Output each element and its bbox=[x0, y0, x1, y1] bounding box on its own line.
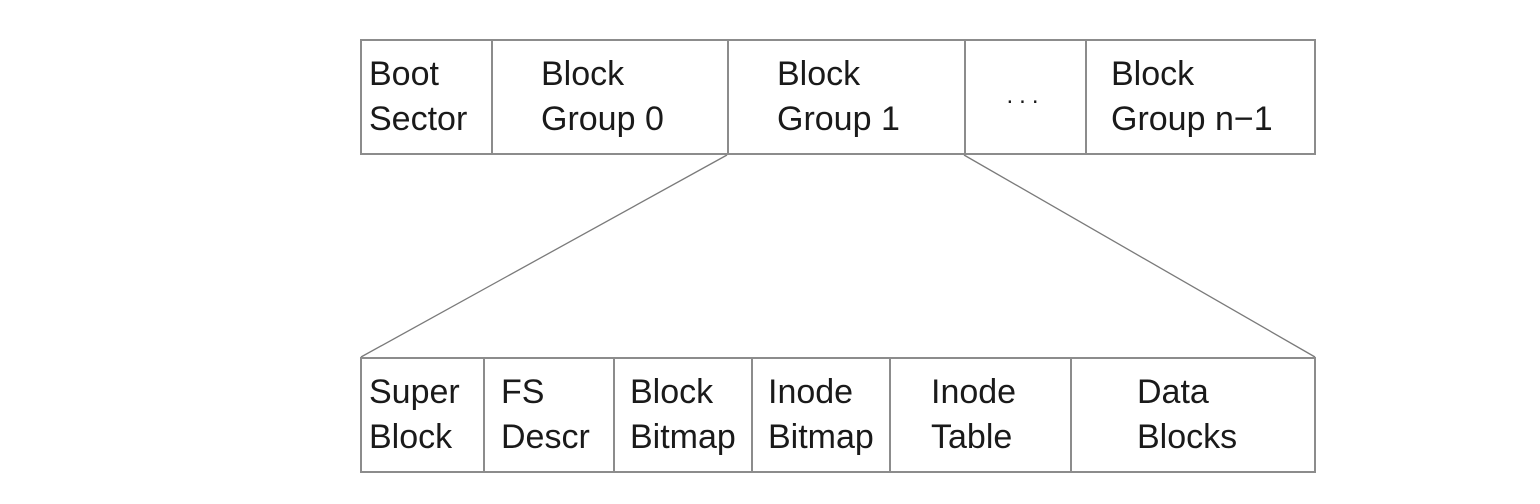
inode-bitmap-line-1: Inode bbox=[768, 373, 854, 411]
block-group-0-cell: Block Group 0 bbox=[493, 41, 729, 153]
inode-table-line-2: Table bbox=[931, 418, 1013, 456]
block-group-n-1-line-1: Block bbox=[1111, 55, 1195, 93]
block-group-0-line-2: Group 0 bbox=[541, 100, 664, 138]
inode-table-cell: Inode Table bbox=[891, 359, 1072, 471]
block-group-1-line-1: Block bbox=[777, 55, 861, 93]
block-group-1-cell: Block Group 1 bbox=[729, 41, 966, 153]
fs-descr-cell: FS Descr bbox=[485, 359, 615, 471]
inode-bitmap-cell: Inode Bitmap bbox=[753, 359, 891, 471]
block-group-n-1-line-2: Group n−1 bbox=[1111, 100, 1273, 138]
super-block-line-2: Block bbox=[369, 418, 453, 456]
block-bitmap-cell: Block Bitmap bbox=[615, 359, 753, 471]
ellipsis-cell: ... bbox=[966, 41, 1087, 153]
super-block-line-1: Super bbox=[369, 373, 460, 411]
fs-descr-line-2: Descr bbox=[501, 418, 590, 456]
boot-sector-line-2: Sector bbox=[369, 100, 468, 138]
block-group-0-line-1: Block bbox=[541, 55, 625, 93]
fs-descr-line-1: FS bbox=[501, 373, 545, 411]
data-blocks-line-2: Blocks bbox=[1137, 418, 1238, 456]
super-block-cell: Super Block bbox=[362, 359, 485, 471]
block-group-row: Super Block FS Descr Block Bitmap Inode … bbox=[360, 357, 1316, 473]
block-group-n-1-cell: Block Group n−1 bbox=[1087, 41, 1314, 153]
ellipsis-text: ... bbox=[1006, 81, 1045, 109]
boot-sector-cell: Boot Sector bbox=[362, 41, 493, 153]
inode-bitmap-line-2: Bitmap bbox=[768, 418, 874, 456]
inode-table-line-1: Inode bbox=[931, 373, 1017, 411]
connector-right bbox=[963, 154, 1316, 358]
boot-sector-line-1: Boot bbox=[369, 55, 439, 93]
partition-row: Boot Sector Block Group 0 Block Group 1 … bbox=[360, 39, 1316, 155]
connector-left bbox=[360, 154, 728, 358]
block-bitmap-line-1: Block bbox=[630, 373, 714, 411]
data-blocks-cell: Data Blocks bbox=[1072, 359, 1314, 471]
block-bitmap-line-2: Bitmap bbox=[630, 418, 736, 456]
block-group-1-line-2: Group 1 bbox=[777, 100, 900, 138]
data-blocks-line-1: Data bbox=[1137, 373, 1209, 411]
